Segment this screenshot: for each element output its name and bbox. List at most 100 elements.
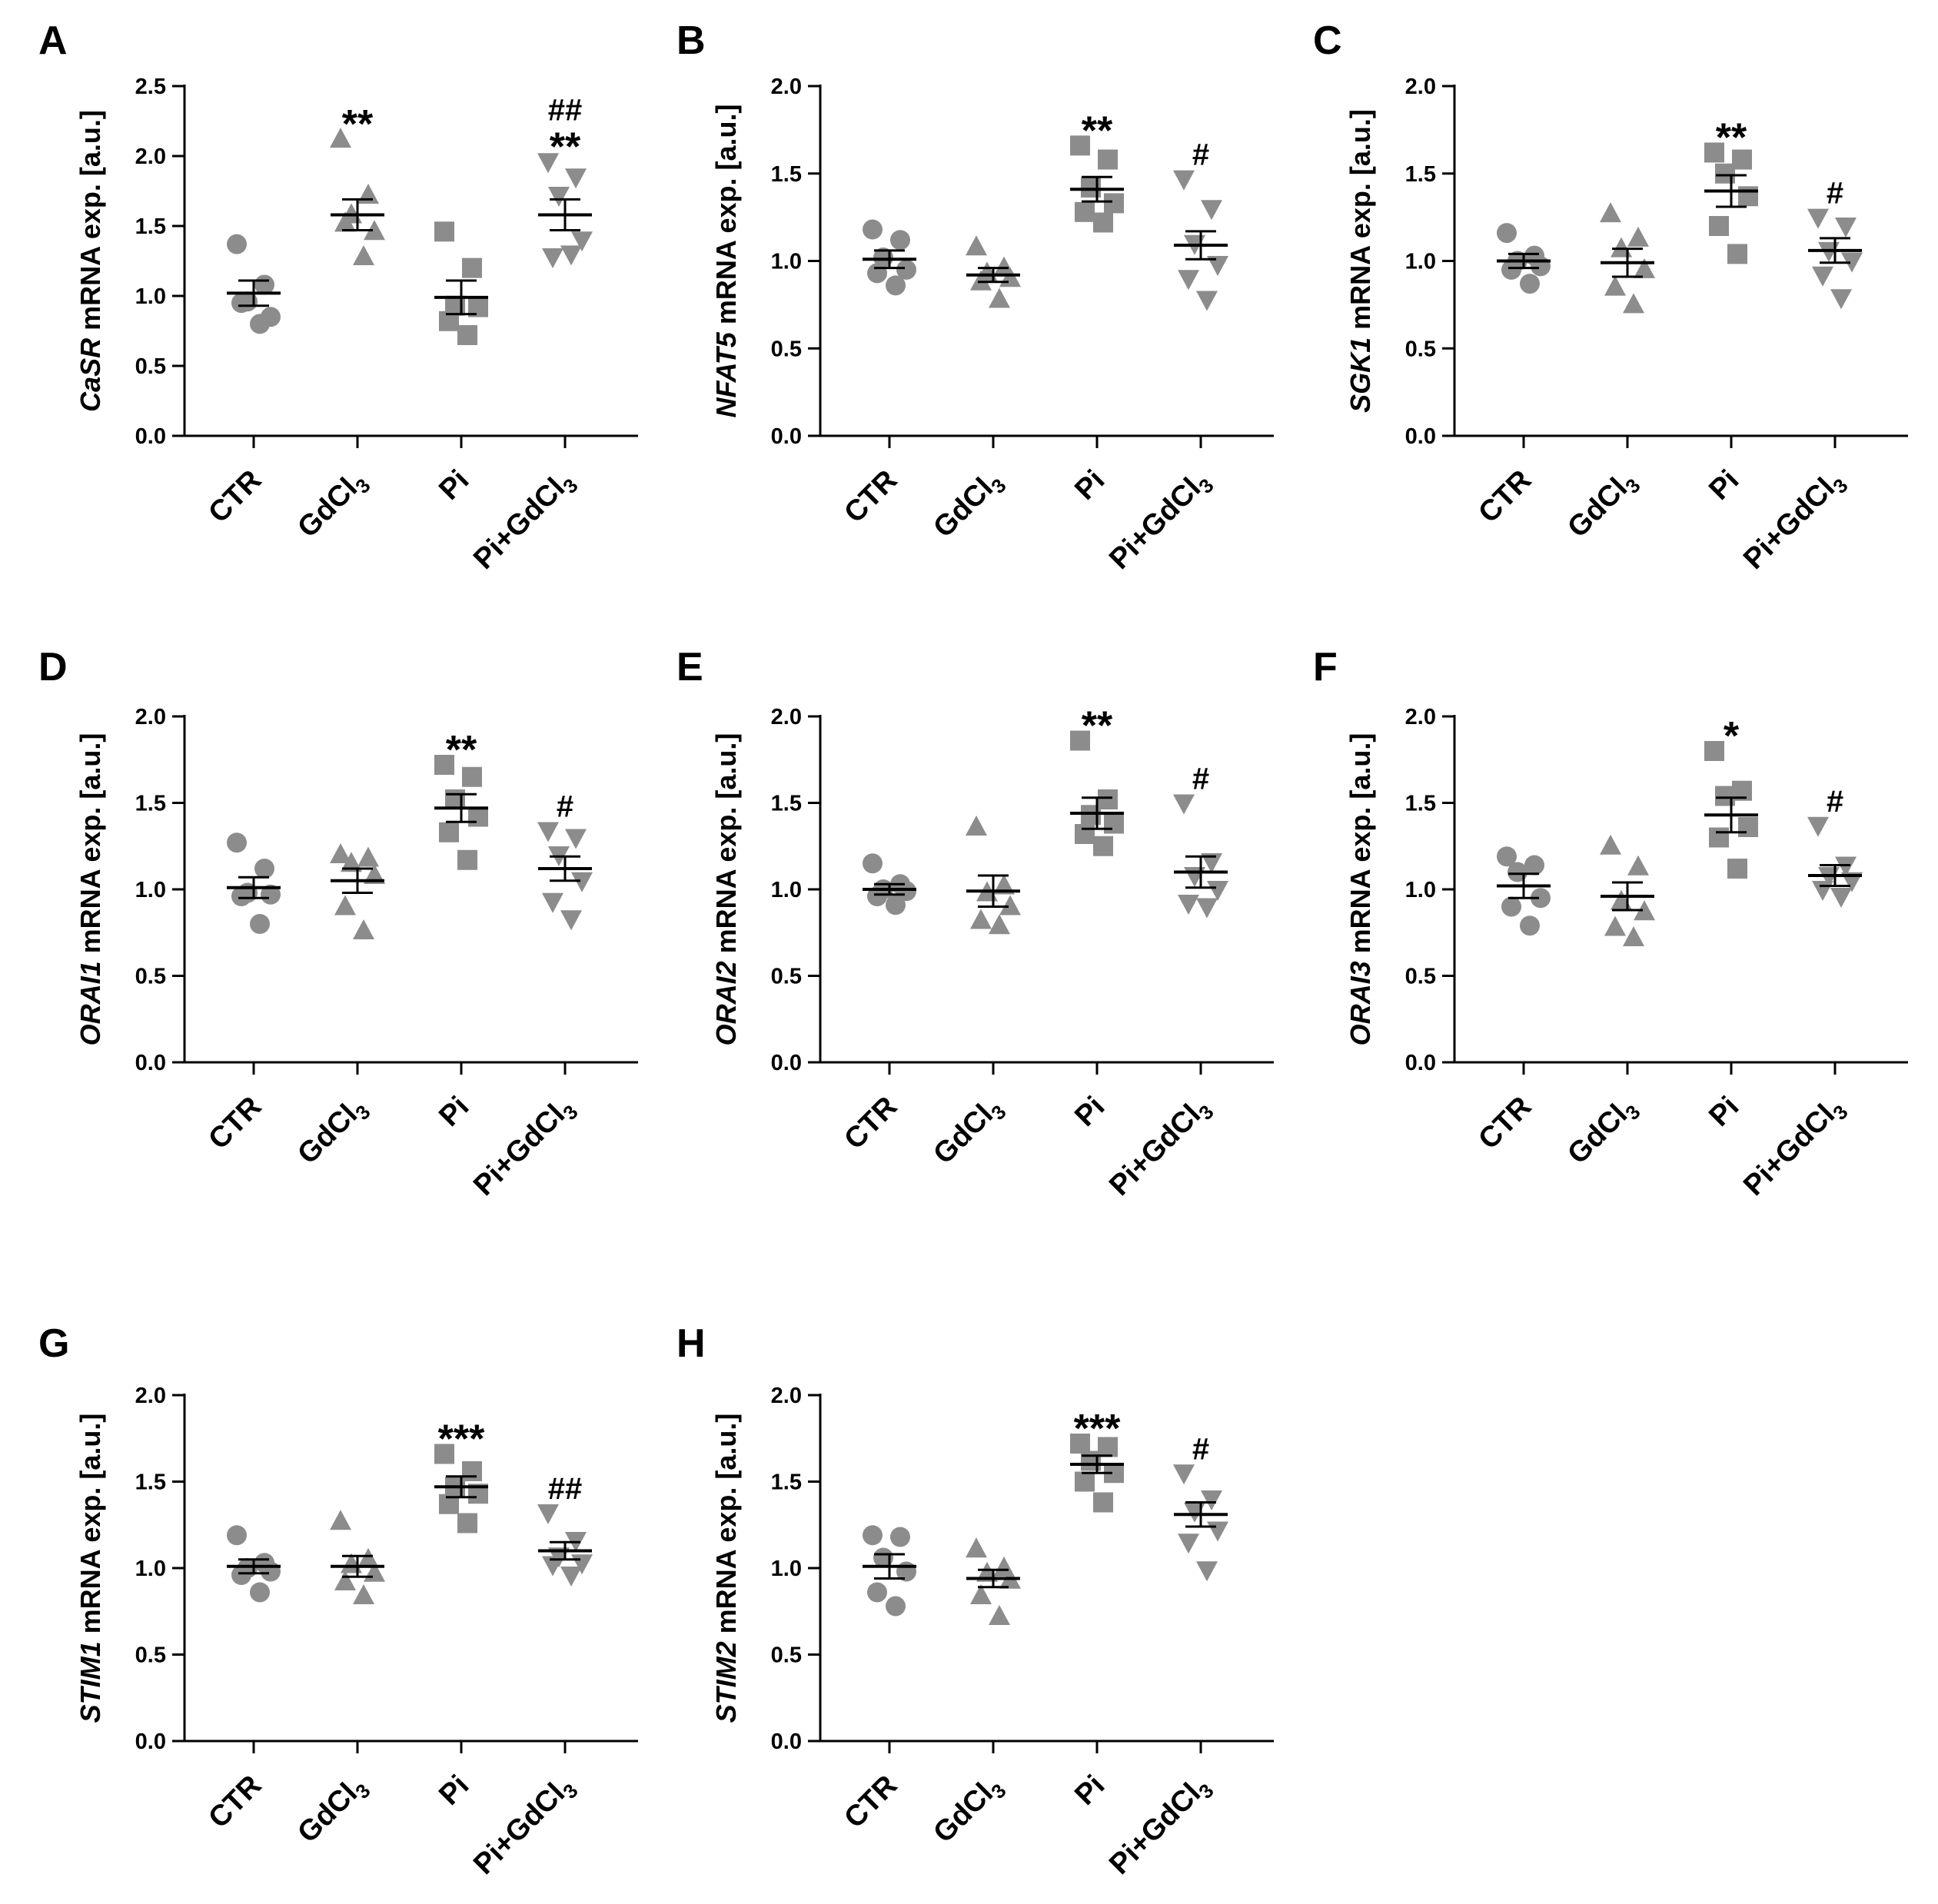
data-point bbox=[867, 886, 887, 906]
significance-marker: *** bbox=[438, 1417, 485, 1462]
panel-letter: D bbox=[38, 645, 68, 689]
y-tick-label: 0.5 bbox=[135, 354, 166, 379]
data-point bbox=[231, 886, 251, 906]
data-point bbox=[542, 248, 563, 269]
y-axis-label: ORAI3 mRNA exp. [a.u.] bbox=[1345, 733, 1376, 1046]
data-point bbox=[548, 186, 570, 207]
significance-marker: ** bbox=[1082, 108, 1113, 153]
data-point bbox=[1070, 1434, 1090, 1454]
category-label: CTR bbox=[838, 464, 903, 530]
significance-marker: # bbox=[1827, 177, 1843, 211]
data-point bbox=[334, 211, 356, 232]
category-label-main: Pi+GdCl bbox=[467, 1777, 571, 1881]
y-axis-label-rest: mRNA exp. [a.u.] bbox=[1345, 733, 1376, 962]
y-tick-label: 1.5 bbox=[771, 162, 802, 187]
data-point bbox=[970, 909, 992, 929]
category-label-main: Pi+GdCl bbox=[467, 472, 571, 576]
data-point bbox=[1173, 170, 1195, 191]
category-label-main: Pi+GdCl bbox=[1103, 472, 1207, 576]
y-tick-label: 1.0 bbox=[771, 878, 802, 902]
data-point bbox=[1830, 289, 1852, 310]
data-point bbox=[1173, 794, 1195, 815]
y-tick-label: 0.0 bbox=[135, 1051, 166, 1075]
category-label-main: Pi bbox=[1703, 464, 1745, 507]
data-point bbox=[1497, 846, 1517, 867]
y-tick-label: 2.0 bbox=[771, 1384, 802, 1408]
data-point bbox=[1727, 244, 1747, 264]
data-point bbox=[462, 766, 482, 787]
data-point bbox=[1524, 855, 1544, 876]
y-axis-label-gene: ORAI1 bbox=[75, 961, 106, 1045]
data-point bbox=[970, 270, 992, 291]
y-tick-label: 1.5 bbox=[135, 214, 166, 239]
data-point bbox=[1812, 266, 1833, 287]
panel-letter: F bbox=[1313, 645, 1338, 689]
significance-marker: ** bbox=[1082, 704, 1113, 749]
category-label: Pi bbox=[1703, 464, 1745, 507]
data-point bbox=[330, 128, 351, 148]
data-point bbox=[1207, 256, 1228, 277]
category-label: Pi bbox=[1069, 1091, 1111, 1133]
data-point bbox=[1604, 275, 1626, 296]
panel-letter: E bbox=[676, 645, 703, 689]
data-point bbox=[1738, 817, 1758, 837]
category-label-main: CTR bbox=[202, 1769, 268, 1835]
y-tick-label: 2.0 bbox=[135, 145, 166, 169]
panel-a: A 0.0 0.5 1.0 1.5 2.0 2.5 CaSR mRNA exp. [a.u.]… bbox=[38, 18, 638, 576]
data-point bbox=[1841, 252, 1863, 273]
category-label: CTR bbox=[1472, 464, 1537, 530]
data-point bbox=[357, 1547, 379, 1568]
category-label-main: Pi bbox=[433, 1769, 475, 1812]
y-axis-label: STIM2 mRNA exp. [a.u.] bbox=[710, 1414, 742, 1723]
category-label-main: Pi bbox=[1069, 1769, 1111, 1812]
data-point bbox=[227, 234, 247, 254]
data-point bbox=[989, 914, 1010, 935]
data-point bbox=[1093, 836, 1113, 856]
data-point bbox=[999, 895, 1021, 915]
data-point bbox=[1627, 226, 1649, 247]
category-label: CTR bbox=[202, 464, 268, 530]
y-tick-label: 2.0 bbox=[771, 75, 802, 99]
data-point bbox=[457, 324, 477, 345]
y-tick-label: 1.5 bbox=[771, 1470, 802, 1495]
data-point bbox=[1201, 200, 1222, 221]
category-label-main: Pi bbox=[433, 1091, 475, 1133]
data-point bbox=[571, 872, 593, 892]
data-point bbox=[1732, 149, 1752, 170]
data-point bbox=[1501, 896, 1521, 917]
data-point bbox=[966, 816, 987, 836]
data-point bbox=[1104, 813, 1124, 834]
category-label: CTR bbox=[838, 1769, 903, 1835]
y-tick-label: 1.0 bbox=[1405, 878, 1436, 902]
y-axis-label: STIM1 mRNA exp. [a.u.] bbox=[75, 1414, 106, 1723]
data-point bbox=[1841, 872, 1863, 892]
data-point bbox=[1520, 274, 1540, 294]
y-axis-label-gene: CaSR bbox=[75, 338, 106, 412]
data-point bbox=[1075, 824, 1095, 844]
panel-letter: H bbox=[676, 1321, 706, 1366]
data-point bbox=[1201, 1490, 1222, 1510]
data-point bbox=[1600, 834, 1621, 855]
significance-marker: ## bbox=[548, 1472, 583, 1506]
category-label-main: Pi bbox=[433, 464, 475, 507]
y-tick-label: 0.5 bbox=[135, 965, 166, 989]
y-tick-label: 0.5 bbox=[771, 337, 802, 361]
significance-marker: ** bbox=[1716, 115, 1747, 160]
data-point bbox=[462, 258, 482, 278]
data-point bbox=[250, 1582, 270, 1603]
category-label: Pi bbox=[433, 1091, 475, 1133]
category-label-main: CTR bbox=[1472, 1091, 1537, 1156]
category-label: GdCl3 bbox=[1561, 464, 1644, 547]
data-point bbox=[1196, 291, 1218, 311]
data-point bbox=[254, 859, 274, 879]
data-point bbox=[1604, 915, 1626, 936]
y-tick-label: 1.0 bbox=[771, 1557, 802, 1581]
data-point bbox=[1531, 888, 1551, 909]
y-tick-label: 2.0 bbox=[135, 1384, 166, 1408]
data-point bbox=[886, 895, 906, 915]
y-tick-label: 1.5 bbox=[135, 1470, 166, 1495]
category-label-main: Pi bbox=[1069, 464, 1111, 507]
significance-marker: # bbox=[1192, 763, 1209, 796]
data-point bbox=[357, 183, 379, 204]
data-point bbox=[330, 1510, 351, 1530]
